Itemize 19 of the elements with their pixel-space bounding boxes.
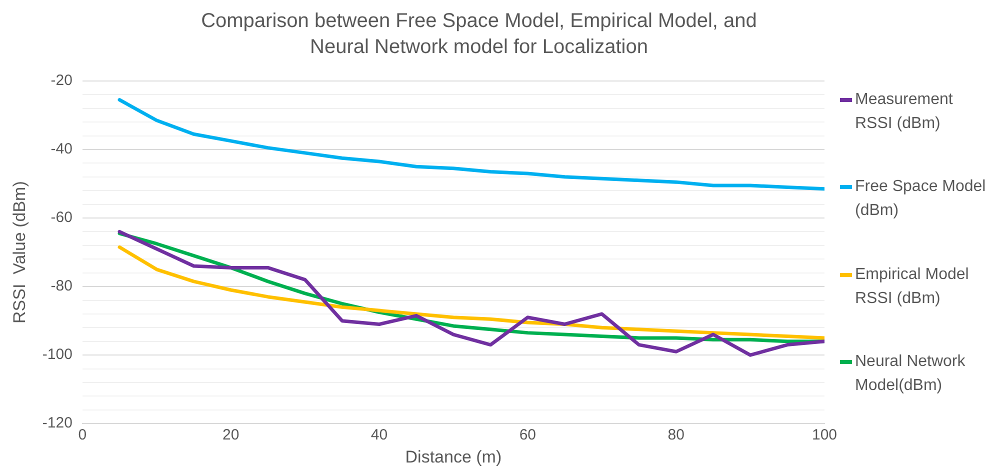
x-axis-title: Distance (m) <box>405 447 502 466</box>
legend-label: Free Space Model (dBm) <box>855 177 987 222</box>
y-tick-label: -20 <box>50 72 72 90</box>
x-tick-label: 60 <box>519 426 536 444</box>
chart-title: Comparison between Free Space Model, Empirical Model, and Neural Network model for Localization <box>200 9 758 60</box>
x-tick-label: 80 <box>668 426 684 444</box>
legend-label: Measurement RSSI (dBm) <box>855 90 954 134</box>
legend-label: Empirical Model RSSI (dBm) <box>855 264 970 309</box>
y-tick-label: -100 <box>42 346 72 364</box>
x-tick-label: 0 <box>78 426 87 444</box>
y-tick-label: -120 <box>42 414 72 432</box>
y-axis-title: RSSI Value (dBm) <box>10 181 29 324</box>
y-tick-label: -80 <box>50 278 72 295</box>
y-tick-label: -40 <box>50 140 72 158</box>
x-tick-label: 100 <box>812 426 837 444</box>
x-tick-label: 40 <box>370 426 388 444</box>
y-tick-label: -60 <box>50 209 72 226</box>
x-tick-label: 20 <box>222 426 240 444</box>
legend-label: Neural Network Model(dBm) <box>855 352 966 396</box>
